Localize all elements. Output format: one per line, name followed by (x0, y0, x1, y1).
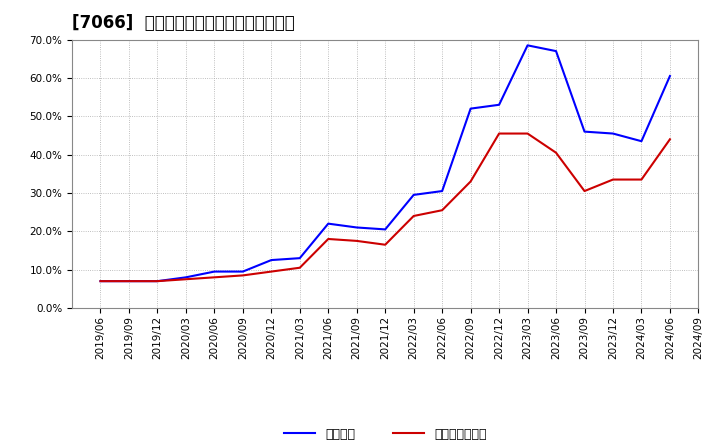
固定長期適合率 (552, 150, 560, 155)
固定長期適合率 (181, 277, 190, 282)
固定比率 (608, 131, 617, 136)
固定比率 (665, 73, 674, 79)
固定比率 (210, 269, 219, 274)
固定比率 (438, 188, 446, 194)
固定長期適合率 (523, 131, 532, 136)
Line: 固定長期適合率: 固定長期適合率 (101, 134, 670, 281)
固定長期適合率 (210, 275, 219, 280)
固定長期適合率 (295, 265, 304, 270)
固定長期適合率 (665, 137, 674, 142)
固定長期適合率 (495, 131, 503, 136)
固定比率 (125, 279, 133, 284)
固定長期適合率 (352, 238, 361, 244)
固定比率 (552, 48, 560, 54)
固定長期適合率 (267, 269, 276, 274)
固定比率 (580, 129, 589, 134)
固定長期適合率 (467, 179, 475, 184)
固定比率 (523, 43, 532, 48)
固定比率 (352, 225, 361, 230)
固定比率 (153, 279, 162, 284)
固定長期適合率 (637, 177, 646, 182)
固定比率 (324, 221, 333, 226)
固定長期適合率 (324, 236, 333, 242)
固定比率 (267, 257, 276, 263)
Legend: 固定比率, 固定長期適合率: 固定比率, 固定長期適合率 (284, 428, 487, 440)
固定比率 (381, 227, 390, 232)
固定長期適合率 (381, 242, 390, 247)
固定比率 (238, 269, 247, 274)
固定比率 (295, 256, 304, 261)
固定比率 (410, 192, 418, 198)
固定長期適合率 (580, 188, 589, 194)
固定長期適合率 (608, 177, 617, 182)
固定比率 (637, 139, 646, 144)
固定比率 (96, 279, 105, 284)
固定比率 (181, 275, 190, 280)
固定比率 (467, 106, 475, 111)
固定比率 (495, 102, 503, 107)
固定長期適合率 (410, 213, 418, 219)
Text: [7066]  固定比率、固定長期適合率の推移: [7066] 固定比率、固定長期適合率の推移 (72, 15, 294, 33)
固定長期適合率 (125, 279, 133, 284)
固定長期適合率 (96, 279, 105, 284)
固定長期適合率 (238, 273, 247, 278)
固定長期適合率 (438, 208, 446, 213)
Line: 固定比率: 固定比率 (101, 45, 670, 281)
固定長期適合率 (153, 279, 162, 284)
